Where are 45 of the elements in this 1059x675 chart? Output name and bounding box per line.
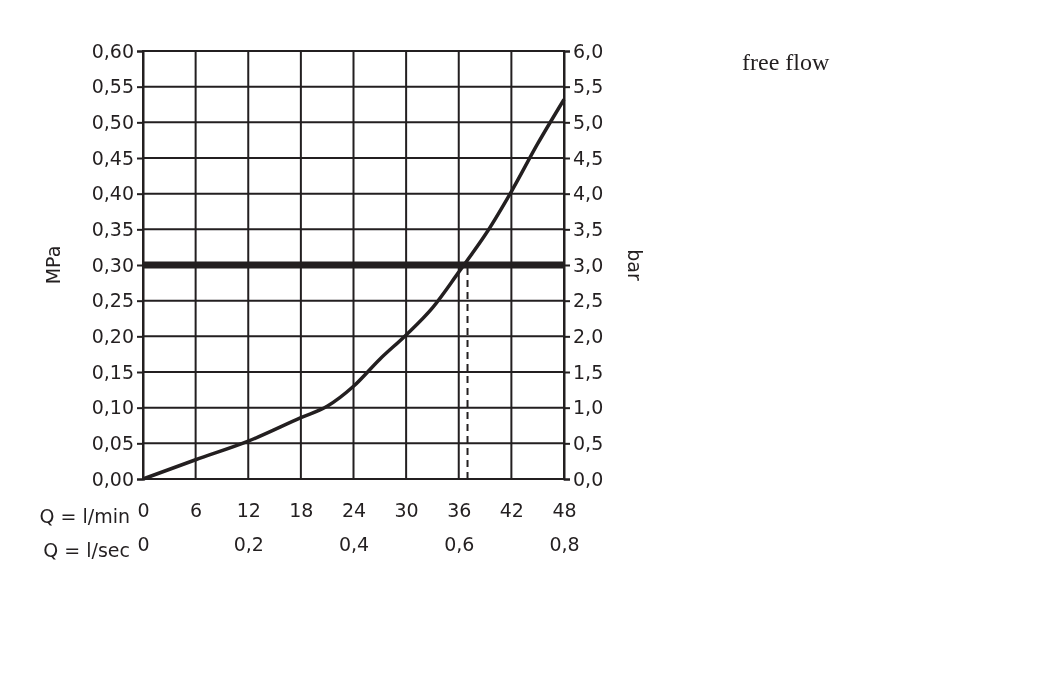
x-tick-label: 6 [190,498,203,521]
y2-tick-label: 3,5 [573,217,604,240]
y-axis-title: MPa [42,245,64,285]
x-axis-title: Q = l/min [39,505,130,527]
y-tick-label: 0,05 [91,431,134,454]
y2-tick-label: 4,0 [573,182,604,205]
y2-tick-label: 4,5 [573,146,604,169]
y-tick-label: 0,10 [91,396,134,419]
y-tick-label: 0,25 [91,289,134,312]
x-tick-label: 24 [341,498,367,521]
x-tick-label: 36 [447,498,472,521]
y2-tick-label: 2,5 [573,289,604,312]
x2-axis-title: Q = l/sec [43,539,130,561]
y2-tick-label: 1,5 [573,360,604,383]
x2-tick-label: 0,2 [233,532,264,555]
x-tick-label: 18 [289,498,314,521]
y2-axis-title: bar [624,249,646,281]
y-tick-label: 0,55 [91,75,134,98]
y2-tick-label: 6,0 [573,39,604,62]
y2-tick-label: 2,0 [573,324,604,347]
y-tick-label: 0,15 [91,360,134,383]
x2-tick-label: 0,6 [444,532,475,555]
y2-tick-label: 0,0 [573,467,604,490]
text: free flow [742,49,830,75]
x-tick-label: 42 [499,498,524,521]
x2-tick-label: 0 [137,532,150,555]
y2-tick-label: 0,5 [573,431,604,454]
y-tick-label: 0,20 [91,324,134,347]
y-tick-label: 0,60 [91,39,134,62]
y-tick-label: 0,40 [91,182,134,205]
y-tick-label: 0,30 [91,253,134,276]
y-tick-label: 0,50 [91,110,134,133]
x2-tick-label: 0,4 [338,532,370,555]
x-tick-label: 0 [137,498,150,521]
y2-tick-label: 5,5 [573,75,604,98]
y2-tick-label: 5,0 [573,110,604,133]
x-tick-label: 48 [552,498,577,521]
y2-tick-label: 1,0 [573,396,604,419]
y2-tick-label: 3,0 [573,253,604,276]
y-tick-label: 0,45 [91,146,134,169]
y-tick-label: 0,00 [91,467,134,490]
y-tick-label: 0,35 [91,217,134,240]
x-tick-label: 12 [236,498,261,521]
x-tick-label: 30 [394,498,419,521]
x2-tick-label: 0,8 [549,532,580,555]
